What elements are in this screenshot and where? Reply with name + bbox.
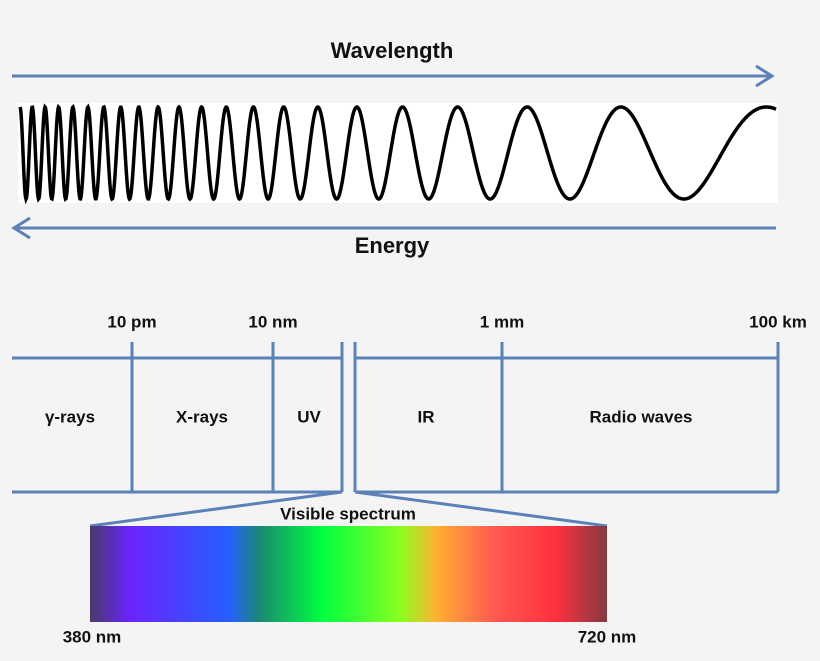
region-label: γ-rays (45, 407, 95, 426)
tick-label: 10 pm (107, 312, 156, 331)
energy-arrow (11, 216, 776, 240)
visible-title: Visible spectrum (280, 504, 416, 523)
region-label: Radio waves (590, 407, 693, 426)
wavelength-arrow (12, 64, 775, 88)
tick-label: 10 nm (248, 312, 297, 331)
region-label: IR (418, 407, 435, 426)
wavelength-label: Wavelength (331, 38, 454, 63)
tick-label: 1 mm (480, 312, 524, 331)
visible-gradient (90, 526, 607, 622)
region-label: X-rays (176, 407, 228, 426)
spectrum-box (12, 342, 780, 528)
region-label: UV (297, 407, 321, 426)
energy-label: Energy (355, 233, 430, 258)
visible-start: 380 nm (63, 627, 122, 646)
visible-end: 720 nm (578, 627, 637, 646)
wave (18, 103, 777, 205)
tick-label: 100 km (749, 312, 807, 331)
